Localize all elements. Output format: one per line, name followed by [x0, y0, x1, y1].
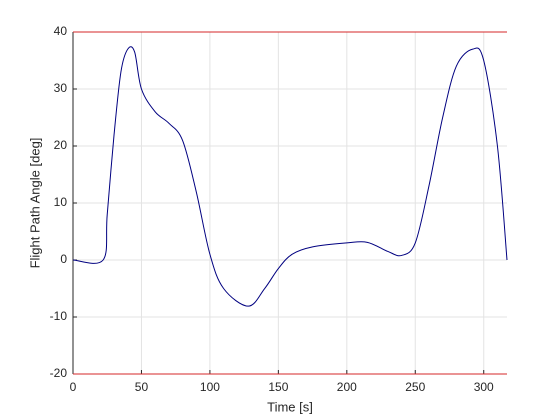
x-tick-label: 50	[135, 380, 149, 394]
y-tick-label: -10	[50, 309, 68, 323]
x-axis-label: Time [s]	[267, 399, 313, 414]
y-tick-label: -20	[50, 366, 68, 380]
y-axis-label: Flight Path Angle [deg]	[27, 138, 42, 269]
x-tick-label: 300	[474, 380, 494, 394]
x-tick-label: 250	[405, 380, 425, 394]
x-tick-label: 150	[268, 380, 288, 394]
x-tick-label: 0	[70, 380, 77, 394]
x-tick-label: 100	[200, 380, 220, 394]
y-tick-label: 0	[60, 252, 67, 266]
line	[72, 46, 508, 307]
y-tick-label: 10	[54, 195, 68, 209]
y-tick-label: 20	[54, 138, 68, 152]
y-tick-label: 40	[54, 24, 68, 38]
x-tick-label: 200	[337, 380, 357, 394]
y-tick-label: 30	[54, 81, 68, 95]
